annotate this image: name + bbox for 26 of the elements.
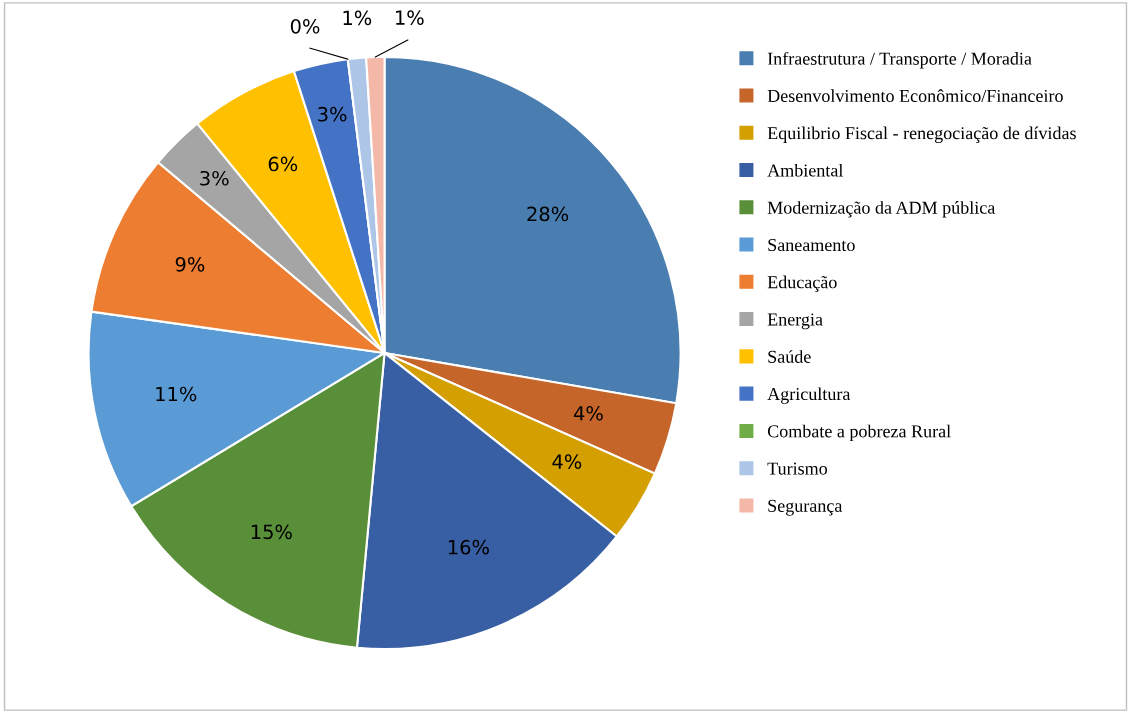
legend-label: Educação bbox=[767, 275, 837, 292]
data-label: 9% bbox=[175, 256, 205, 272]
data-label: 4% bbox=[573, 405, 603, 421]
data-label: 15% bbox=[251, 524, 292, 540]
data-label: 3% bbox=[200, 170, 229, 186]
legend-label: Energia bbox=[767, 313, 823, 330]
data-label: 28% bbox=[527, 206, 569, 222]
legend-label: Agricultura bbox=[767, 387, 851, 404]
legend-label: Turismo bbox=[767, 462, 828, 475]
data-label: 11% bbox=[156, 386, 197, 402]
data-label: 1% bbox=[343, 10, 372, 26]
data-label: 4% bbox=[552, 454, 582, 469]
legend-label: Ambiental bbox=[767, 163, 844, 177]
legend-label: Saneamento bbox=[768, 238, 855, 252]
legend-label: Equilibrio Fiscal - renegociação de dívidas bbox=[767, 126, 1076, 143]
text: 0% bbox=[290, 18, 320, 34]
data-label: 3% bbox=[318, 106, 347, 122]
data-label: 6% bbox=[268, 156, 298, 172]
legend-label: Desenvolvimento Econômico/Financeiro bbox=[767, 89, 1063, 103]
legend-label: Infraestrutura / Transporte / Moradia bbox=[767, 51, 1032, 69]
data-label: 16% bbox=[448, 539, 489, 555]
legend-label: Saúde bbox=[768, 350, 811, 363]
legend-label: Modernização da ADM pública bbox=[767, 201, 996, 218]
legend-label: Combate a pobreza Rural bbox=[767, 424, 951, 442]
data-label: 1% bbox=[396, 10, 424, 25]
legend-label: Segurança bbox=[768, 499, 843, 516]
